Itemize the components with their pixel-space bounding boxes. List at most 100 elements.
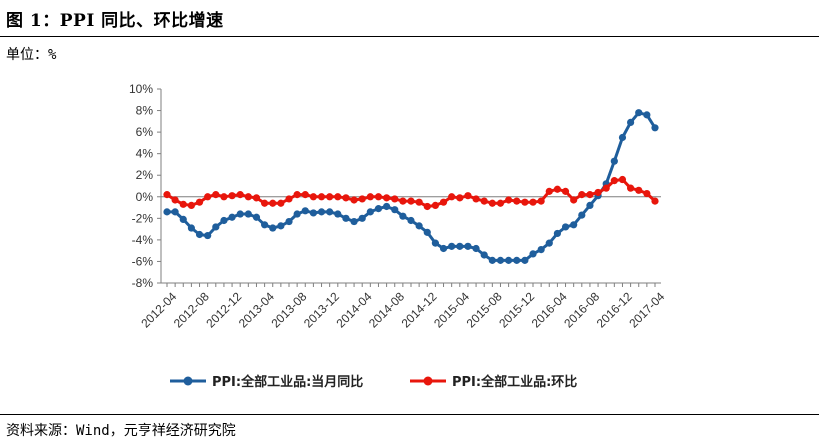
data-point [317, 208, 326, 216]
data-point [358, 195, 366, 203]
data-point [480, 197, 488, 205]
data-point [651, 124, 659, 132]
data-point [269, 199, 277, 207]
data-point [570, 221, 578, 229]
data-point [391, 206, 399, 214]
data-point [521, 198, 529, 206]
legend-label: PPI:全部工业品:当月同比 [212, 374, 363, 390]
y-tick-label: 6% [136, 125, 154, 139]
data-point [317, 193, 326, 201]
data-point [537, 245, 545, 254]
data-point [423, 228, 431, 236]
data-point [423, 202, 431, 211]
data-point [277, 199, 285, 207]
data-point [228, 192, 236, 200]
data-point [212, 223, 220, 231]
data-point [301, 191, 309, 199]
data-point [171, 208, 179, 216]
data-point [179, 200, 187, 208]
data-point [586, 191, 594, 199]
data-point [244, 210, 252, 218]
data-point [391, 195, 399, 203]
data-point [431, 201, 439, 209]
data-point [350, 196, 358, 204]
data-point [529, 198, 537, 206]
x-tick-label: 2017-04 [626, 289, 667, 330]
data-point [464, 192, 472, 200]
legend-swatch-marker [423, 376, 433, 386]
data-point [529, 250, 537, 258]
data-point [261, 221, 269, 229]
legend-label: PPI:全部工业品:环比 [452, 374, 577, 390]
data-point [350, 217, 358, 226]
data-point [228, 213, 236, 221]
data-point [195, 198, 204, 206]
data-point [651, 197, 659, 205]
data-point [366, 193, 374, 201]
data-point [472, 195, 480, 203]
data-point [448, 242, 456, 250]
data-point [374, 205, 383, 213]
data-point [309, 193, 317, 201]
y-tick-label: -8% [132, 276, 154, 290]
data-point [570, 196, 578, 204]
y-tick-label: 2% [136, 168, 154, 182]
data-point [407, 216, 415, 225]
data-point [383, 194, 391, 202]
data-point [456, 194, 464, 202]
data-point [521, 256, 529, 264]
data-point [163, 191, 171, 199]
series-layer [163, 109, 659, 264]
data-point [334, 210, 342, 218]
data-point [505, 196, 513, 204]
y-tick-label: 0% [136, 190, 154, 204]
data-point [643, 111, 651, 119]
data-point [627, 118, 635, 127]
series-line-yoy [167, 111, 657, 262]
data-point [366, 208, 374, 216]
y-axis: 10% 8% 6% 4% 2% 0% -2% -4% -6% -8% [129, 82, 162, 290]
data-point [464, 242, 472, 250]
data-point [236, 191, 244, 199]
source-note: 资料来源：Wind，元亨祥经济研究院 [6, 423, 236, 439]
data-point [505, 256, 513, 264]
data-point [195, 230, 204, 239]
data-point [261, 199, 269, 207]
top-divider [0, 36, 819, 37]
data-point [594, 188, 602, 197]
legend-swatch-marker [183, 376, 193, 386]
data-point [602, 184, 610, 192]
data-point [439, 244, 448, 253]
data-point [561, 187, 570, 195]
data-point [496, 199, 505, 207]
data-point [326, 193, 334, 201]
data-point [415, 222, 423, 230]
y-tick-label: 10% [129, 82, 153, 96]
bottom-divider [0, 414, 819, 415]
data-point [407, 197, 415, 205]
data-point [163, 208, 171, 216]
data-point [456, 242, 464, 250]
data-point [204, 231, 212, 240]
data-point [358, 214, 366, 222]
data-point [488, 256, 496, 264]
data-point [578, 191, 586, 199]
data-point [220, 216, 228, 225]
data-point [236, 210, 244, 218]
data-point [618, 175, 627, 184]
data-point [618, 133, 627, 142]
figure-title: 图 1：PPI 同比、环比增速 [6, 11, 224, 31]
y-tick-label: -4% [132, 233, 154, 247]
data-point [545, 239, 553, 247]
data-point [179, 215, 187, 224]
y-tick-label: -6% [132, 254, 154, 268]
data-point [399, 212, 407, 220]
y-tick-label: 4% [136, 147, 154, 161]
data-point [342, 214, 350, 222]
data-point [326, 208, 334, 216]
y-tick-label: -2% [132, 211, 154, 225]
data-point [252, 194, 261, 202]
x-tick-group: 2017-04 [626, 289, 667, 330]
data-point [383, 202, 391, 211]
